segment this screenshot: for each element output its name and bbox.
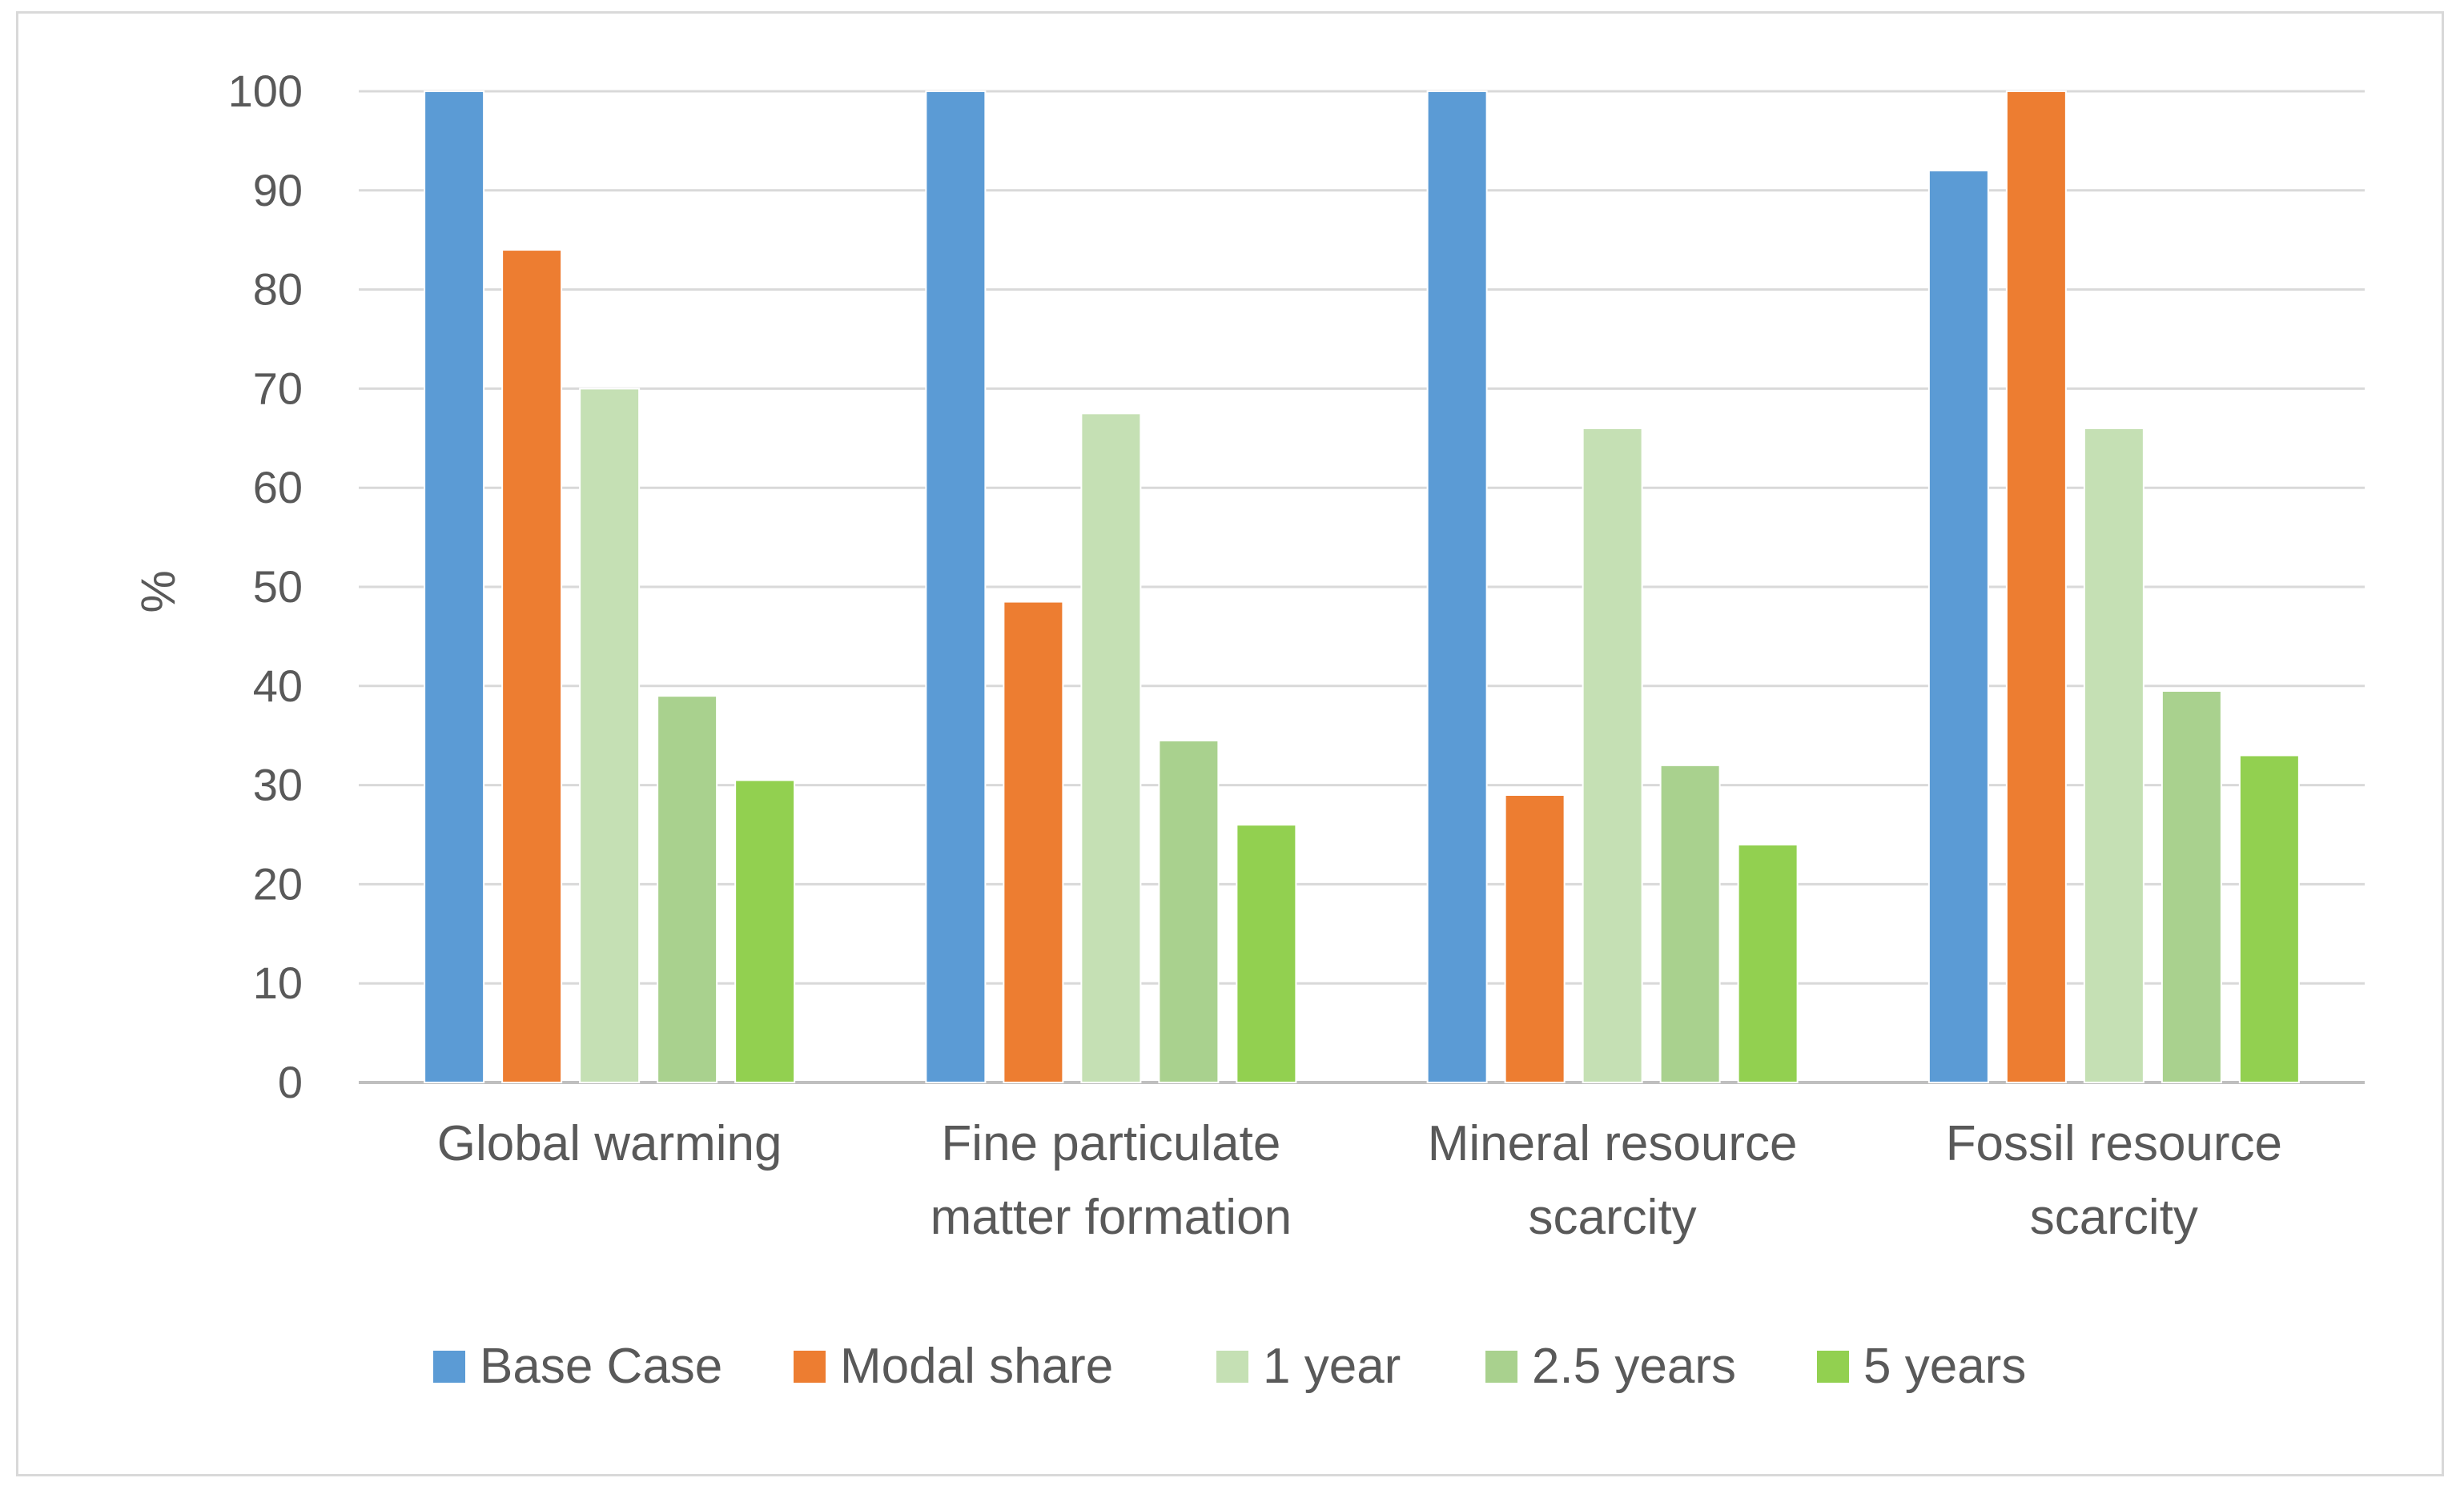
legend-swatch	[1216, 1351, 1248, 1383]
legend-swatch	[1485, 1351, 1517, 1383]
y-tick-label: 90	[253, 165, 303, 215]
x-category-label-line: Mineral resource	[1428, 1116, 1798, 1171]
legend-label: Base Case	[480, 1339, 722, 1394]
bar-chart: 0 10 20 30 40 50 60 70 80 90 100 Global warming Fin…	[131, 66, 2365, 1394]
bar-modal-share	[2005, 90, 2067, 1083]
x-category-label-line: matter formation	[931, 1190, 1292, 1245]
x-category-label-line: Fine particulate	[941, 1116, 1280, 1171]
bar-2-5-years	[2161, 689, 2222, 1083]
bar-2-5-years	[657, 695, 718, 1083]
legend-swatch	[794, 1351, 826, 1383]
bar-1-year	[579, 388, 641, 1083]
y-tick-label: 50	[253, 561, 303, 612]
y-tick-label: 40	[253, 661, 303, 711]
bar-modal-share	[501, 249, 563, 1084]
y-tick-label: 70	[253, 363, 303, 413]
x-category-label: Fossil resource scarcity	[1946, 1116, 2282, 1245]
x-category-label-line: Fossil resource	[1946, 1116, 2282, 1171]
legend-swatch	[1817, 1351, 1849, 1383]
x-category-label-line: scarcity	[2030, 1190, 2198, 1245]
chart-frame: 0 10 20 30 40 50 60 70 80 90 100 Global warming Fin…	[16, 11, 2444, 1476]
bar-1-year	[1582, 427, 1643, 1083]
legend-label: 2.5 years	[1532, 1339, 1736, 1394]
legend-swatch	[433, 1351, 465, 1383]
y-tick-label: 60	[253, 462, 303, 512]
y-tick-label: 30	[253, 760, 303, 810]
x-category-label: Mineral resource scarcity	[1428, 1116, 1798, 1245]
y-tick-label: 0	[278, 1057, 303, 1107]
x-category-label: Global warming	[437, 1116, 782, 1171]
x-axis-categories: Global warming Fine particulate matter for…	[437, 1116, 2282, 1245]
bar-2-5-years	[1659, 764, 1721, 1084]
legend-item: 1 year	[1216, 1339, 1401, 1394]
y-axis-title: %	[131, 570, 185, 612]
legend: Base Case Modal share 1 year 2.5 years 5 yea…	[433, 1339, 2026, 1394]
bar-1-year	[1080, 412, 1142, 1084]
legend-label: Modal share	[840, 1339, 1113, 1394]
y-tick-label: 10	[253, 958, 303, 1008]
bar-5-years	[1236, 824, 1297, 1083]
bar-2-5-years	[1158, 739, 1220, 1083]
legend-label: 1 year	[1263, 1339, 1401, 1394]
x-category-label: Fine particulate matter formation	[931, 1116, 1292, 1245]
bar-modal-share	[1504, 793, 1566, 1083]
y-axis-ticks: 0 10 20 30 40 50 60 70 80 90 100	[228, 66, 303, 1107]
bar-5-years	[2238, 754, 2300, 1084]
x-category-label-line: scarcity	[1529, 1190, 1697, 1245]
bar-base-case	[1927, 170, 1989, 1083]
legend-item: 5 years	[1817, 1339, 2026, 1394]
bar-5-years	[1737, 843, 1799, 1083]
bar-base-case	[424, 90, 485, 1083]
y-tick-label: 100	[228, 66, 303, 116]
legend-item: 2.5 years	[1485, 1339, 1736, 1394]
bar-base-case	[1426, 90, 1488, 1083]
legend-label: 5 years	[1863, 1339, 2026, 1394]
legend-item: Base Case	[433, 1339, 722, 1394]
bars	[424, 90, 2300, 1084]
y-tick-label: 80	[253, 264, 303, 315]
bar-5-years	[734, 779, 796, 1083]
bar-base-case	[925, 90, 987, 1083]
y-tick-label: 20	[253, 858, 303, 909]
legend-item: Modal share	[794, 1339, 1113, 1394]
bar-modal-share	[1003, 600, 1064, 1083]
bar-1-year	[2083, 427, 2144, 1083]
x-category-label-line: Global warming	[437, 1116, 782, 1171]
